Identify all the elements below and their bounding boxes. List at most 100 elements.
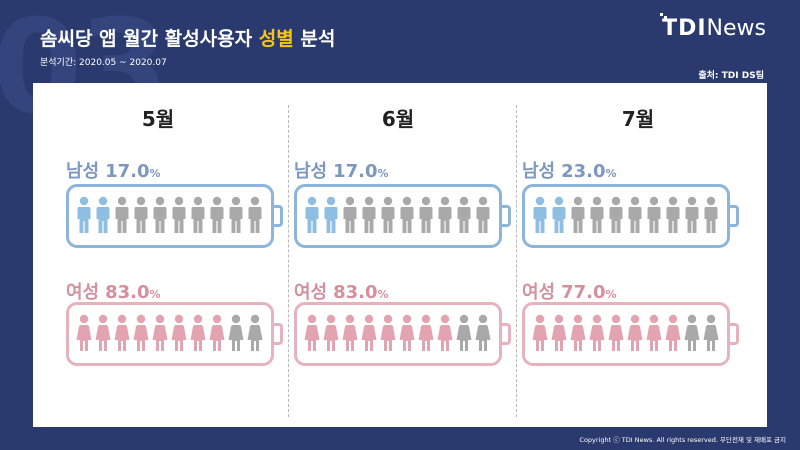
male-person-icon xyxy=(115,196,129,233)
female-person-icon xyxy=(361,314,377,351)
male-person-icon xyxy=(628,196,642,233)
person-icon-row xyxy=(531,196,720,234)
male-person-icon xyxy=(343,196,357,233)
male-battery-bar xyxy=(522,184,739,248)
percentage-unit: % xyxy=(149,167,161,180)
female-person-icon xyxy=(76,314,92,351)
percentage-unit: % xyxy=(377,288,389,301)
male-battery-bar xyxy=(66,184,283,248)
male-person-icon xyxy=(609,196,623,233)
male-person-icon xyxy=(77,196,91,233)
female-person-icon xyxy=(703,314,719,351)
header: 솜씨당 앱 월간 활성사용자 성별 분석 분석기간: 2020.05 ~ 202… xyxy=(40,24,335,68)
female-person-icon xyxy=(152,314,168,351)
male-person-icon xyxy=(533,196,547,233)
male-person-icon xyxy=(704,196,718,233)
male-person-icon xyxy=(229,196,243,233)
female-percentage-label: 여성 83.0% xyxy=(66,278,161,304)
female-person-icon xyxy=(247,314,263,351)
male-person-icon xyxy=(647,196,661,233)
male-person-icon xyxy=(666,196,680,233)
month-label: 7월 xyxy=(621,107,655,131)
title-suffix: 분석 xyxy=(293,28,336,50)
female-person-icon xyxy=(646,314,662,351)
male-person-icon xyxy=(248,196,262,233)
person-icon-row xyxy=(303,314,492,352)
female-person-icon xyxy=(209,314,225,351)
percentage-unit: % xyxy=(605,167,617,180)
male-person-icon xyxy=(134,196,148,233)
person-icon-row xyxy=(75,196,264,234)
male-person-icon xyxy=(191,196,205,233)
logo-news: News xyxy=(706,16,766,41)
tdi-news-logo: TDINews xyxy=(660,13,766,41)
female-person-icon xyxy=(627,314,643,351)
female-person-icon xyxy=(304,314,320,351)
male-person-icon xyxy=(172,196,186,233)
male-person-icon xyxy=(362,196,376,233)
female-person-icon xyxy=(228,314,244,351)
female-person-icon xyxy=(475,314,491,351)
male-person-icon xyxy=(153,196,167,233)
female-person-icon xyxy=(684,314,700,351)
percentage-value: 23.0 xyxy=(561,161,606,182)
male-person-icon xyxy=(685,196,699,233)
female-battery-bar xyxy=(66,302,283,366)
title-highlight: 성별 xyxy=(258,28,294,50)
male-person-icon xyxy=(96,196,110,233)
female-person-icon xyxy=(551,314,567,351)
percentage-value: 83.0 xyxy=(105,282,150,303)
female-person-icon xyxy=(437,314,453,351)
female-person-icon xyxy=(323,314,339,351)
female-person-icon xyxy=(418,314,434,351)
gender-label: 남성 xyxy=(522,161,556,182)
person-icon-row xyxy=(531,314,720,352)
source-label: 출처: TDI DS팀 xyxy=(698,71,764,81)
month-label: 5월 xyxy=(141,107,175,131)
title-prefix: 솜씨당 앱 월간 활성사용자 xyxy=(40,28,259,50)
female-person-icon xyxy=(95,314,111,351)
battery-cap xyxy=(274,323,283,345)
analysis-period: 분석기간: 2020.05 ~ 2020.07 xyxy=(40,58,167,68)
female-person-icon xyxy=(399,314,415,351)
percentage-value: 83.0 xyxy=(333,282,378,303)
gender-label: 여성 xyxy=(522,282,556,303)
male-person-icon xyxy=(381,196,395,233)
percentage-unit: % xyxy=(377,167,389,180)
column-divider xyxy=(288,105,289,417)
gender-label: 남성 xyxy=(66,161,100,182)
percentage-unit: % xyxy=(149,288,161,301)
gender-label: 여성 xyxy=(66,282,100,303)
male-person-icon xyxy=(457,196,471,233)
logo-tdi: TDI xyxy=(662,16,707,41)
male-person-icon xyxy=(419,196,433,233)
female-person-icon xyxy=(589,314,605,351)
male-percentage-label: 남성 17.0% xyxy=(294,157,389,183)
battery-cap xyxy=(502,205,511,227)
logo-dots-icon xyxy=(660,13,668,19)
person-icon-row xyxy=(303,196,492,234)
female-person-icon xyxy=(665,314,681,351)
male-percentage-label: 남성 23.0% xyxy=(522,157,617,183)
female-person-icon xyxy=(380,314,396,351)
female-percentage-label: 여성 77.0% xyxy=(522,278,617,304)
column-divider xyxy=(516,105,517,417)
male-battery-bar xyxy=(294,184,511,248)
female-percentage-label: 여성 83.0% xyxy=(294,278,389,304)
female-person-icon xyxy=(532,314,548,351)
percentage-value: 17.0 xyxy=(333,161,378,182)
battery-cap xyxy=(274,205,283,227)
percentage-unit: % xyxy=(605,288,617,301)
male-person-icon xyxy=(571,196,585,233)
percentage-value: 17.0 xyxy=(105,161,150,182)
battery-cap xyxy=(502,323,511,345)
female-person-icon xyxy=(190,314,206,351)
female-person-icon xyxy=(456,314,472,351)
gender-label: 남성 xyxy=(294,161,328,182)
male-person-icon xyxy=(590,196,604,233)
battery-cap xyxy=(730,205,739,227)
female-person-icon xyxy=(608,314,624,351)
female-battery-bar xyxy=(522,302,739,366)
male-percentage-label: 남성 17.0% xyxy=(66,157,161,183)
copyright-notice: Copyright ⓒ TDI News. All rights reserve… xyxy=(579,436,786,444)
